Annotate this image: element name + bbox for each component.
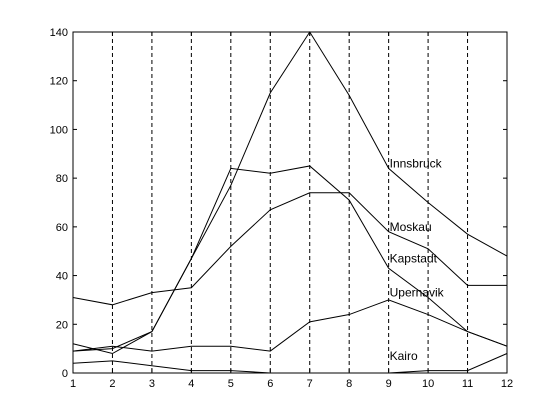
series-line-moskau — [72, 192, 507, 306]
y-tick-label: 140 — [50, 27, 68, 39]
x-tick-label: 7 — [307, 378, 313, 390]
annotation-kairo: Kairo — [390, 349, 418, 363]
annotation-innsbruck: Innsbruck — [390, 157, 443, 171]
x-tick-label: 2 — [109, 378, 115, 390]
y-tick-label: 60 — [56, 222, 68, 234]
annotation-kapstadt: Kapstadt — [390, 252, 438, 266]
x-tick-label: 6 — [267, 378, 273, 390]
x-tick-label: 1 — [70, 378, 76, 390]
y-tick-label: 120 — [50, 76, 68, 88]
y-tick-label: 20 — [56, 319, 68, 331]
y-tick-label: 0 — [62, 368, 68, 380]
x-tick-label: 3 — [149, 378, 155, 390]
y-tick-label: 40 — [56, 271, 68, 283]
annotation-upernavik: Upernavik — [390, 286, 445, 300]
y-tick-label: 80 — [56, 173, 68, 185]
series-line-innsbruck — [72, 31, 508, 352]
x-tick-label: 5 — [228, 378, 234, 390]
x-tick-label: 4 — [188, 378, 194, 390]
x-tick-label: 12 — [501, 378, 513, 390]
plot-frame — [72, 31, 508, 374]
x-tick-label: 9 — [386, 378, 392, 390]
x-tick-label: 11 — [462, 378, 473, 390]
y-tick-label: 100 — [50, 124, 68, 136]
series-annotations: Innsbruck Moskau Kapstadt Upernavik Kairo — [390, 157, 445, 363]
x-tick-label: 8 — [346, 378, 352, 390]
series-line-upernavik — [72, 299, 508, 352]
series-line-kapstadt — [72, 165, 508, 355]
grid-lines — [111, 32, 469, 373]
x-tick-label: 10 — [422, 378, 434, 390]
annotation-moskau: Moskau — [390, 220, 432, 234]
